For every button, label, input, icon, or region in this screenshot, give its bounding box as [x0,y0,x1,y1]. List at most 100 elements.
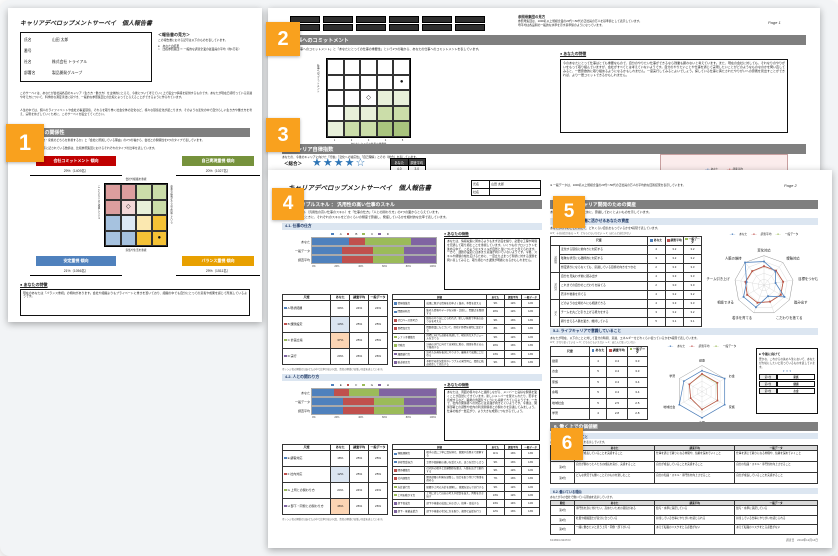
td-el: 氏名 [471,180,490,189]
div-el [151,184,167,200]
div-el [327,105,344,122]
td-el: 社名 [471,187,490,196]
td-el: 仕事を通じて頼りになる仲間や、信頼を深めていくこと [654,450,736,463]
step-badge-5: 5 [553,196,585,228]
polygon-el [688,373,718,410]
survey-date: 調査日 2013年12月14日 [785,538,818,542]
span-el: 第1位 [759,374,777,380]
quad-label-company-commitment: 会社コミットメント 傾向 [36,156,116,166]
rect-el [763,260,765,263]
tr-el: 余暇 5 3.4 3.4 [550,387,649,399]
div-el: あなたが大切にしていることを表示しています。 [550,441,818,444]
your-feature-heading: ● あなたの特徴 [444,383,469,387]
div-el [290,16,320,23]
div-el [360,74,377,91]
divider [176,174,260,176]
td-el: 2 [646,281,666,292]
td-el: 9% [486,332,505,343]
td-el: 目標設定力 [391,324,426,334]
td-el: 8% [486,324,505,334]
td-el: 自分が成長していることを実感すること [574,450,656,463]
div-el [136,230,152,246]
span-el: 3 [367,139,370,142]
th-el: 詳細 [391,293,488,301]
th-el: 調査平均 [654,499,736,507]
div-el: 一般データ [294,248,310,253]
td-el: 3.4 [626,376,649,389]
intro-paragraph: このサーベイは、あなたが会社員各自のキャリア（生き方・働き方）を主体的にとらえ、… [20,91,252,99]
info-row: 部署名 製品開発グループ [24,71,148,76]
td-el: 自分の知識・スキル・専門性を向上させること [654,472,736,485]
div-el: あなた [300,239,310,244]
tr-el: 目標設定力 問題意識にもとづいて、目指す目標を適切に設定する 8% 13% 13% [391,324,540,334]
th-el: 一般データ [734,499,818,507]
div-el [376,90,394,106]
div-el [136,215,152,231]
section6-header: 6. 働く上での価値観 [550,422,818,431]
div-el [422,16,452,23]
text-el: 目標をつかむ [798,276,819,281]
td-el: 4 [646,290,666,301]
span-el [394,318,397,322]
span-el [378,232,381,236]
td-el: 9% [486,457,505,467]
tr-el: あなた 調査平均 [390,158,426,166]
line-el [763,262,784,286]
td-el: 12% [521,332,540,343]
legend-you-icon: ─●─ [705,167,711,171]
div-el [372,247,404,254]
summary-strip [290,16,485,32]
td-el: 13% [503,341,523,351]
rect-el [716,399,719,402]
td-el: A 現状把握 [281,299,332,317]
your-feature-box: 今のあなたにとって仕事はとても重要なもので、自分のやりたい仕事ができるなら残業も… [560,58,788,133]
td-el: 26% [368,347,388,365]
th-el: 一般データ [626,346,649,357]
div-el [411,238,436,245]
div-el: ■ 今後に向けて [759,352,781,356]
td-el: 家族 [550,376,590,389]
td-el: 13% [486,490,505,501]
td-el: 集めた情報やデータを分析・比較し、問題点を整理する [424,307,488,317]
quad-label-stability: 安定重視 傾向 [36,256,116,266]
td-el: シナリオ構築力 [391,332,426,343]
div-el [120,184,136,200]
td-el: 4 [646,245,666,256]
matrix-axis-bottom: 家族や生活を重視 [125,248,147,252]
div-el [374,398,404,405]
div-el: オレンジ色の網掛けはあなたの中で比率が高い尺度、青色の網掛けは低い尺度を表してい… [282,518,385,521]
span-el: 60% [382,416,388,419]
span-el [284,504,287,508]
td-el: 20% [330,347,351,365]
td-el: F 社内対応 [281,465,332,483]
div-el [334,389,350,396]
span-el: 健康 [777,381,815,387]
report-page-2: キャリアデベロップメントサーベイ 個人報告書 氏名 山田 太郎 社名 4. ポータ… [268,170,832,548]
td-el: 24% [349,481,370,499]
span-el: ─■─ [775,232,781,236]
rect-el [769,300,771,303]
span-el [394,477,397,480]
div-el [376,59,394,75]
page-number: Page 1 [768,20,781,25]
people-skill-detail-table: 詳細 あなた 調査平均 一般データ 傾聴理解力 相手の話に丁寧に耳を傾け、意図や背景まで理… [391,443,540,517]
div-el: 参照母集団は、1000名以上規模企業の20代～50代の正社員の万人を基準値として… [518,19,642,23]
td-el: 12% [521,465,540,476]
td-el: 第2位 [549,461,576,474]
td-el: 上司を動かす力 [391,490,426,501]
div-el [341,256,373,263]
td-el: 25% [368,315,388,333]
div-el: 調査平均 [284,406,437,415]
div-el: 一般データ [284,397,437,406]
span-el: 社名 [24,60,32,64]
td-el: 4 [588,408,608,420]
div-el: 参照母集団の見方 [518,15,546,19]
td-el: 3.4 [606,387,628,399]
div-el: あなた [300,390,310,395]
td-el: 第3位 [549,524,576,535]
td-el: B 課題設定 [281,315,332,333]
td-el: 3.3 [626,366,649,378]
td-el: G 上司との関わり方 [281,481,332,499]
tr-el: 対人 どのような立場の人にも相談できる 4 3.3 3.3 [549,299,703,328]
td-el: 5 [588,387,608,399]
